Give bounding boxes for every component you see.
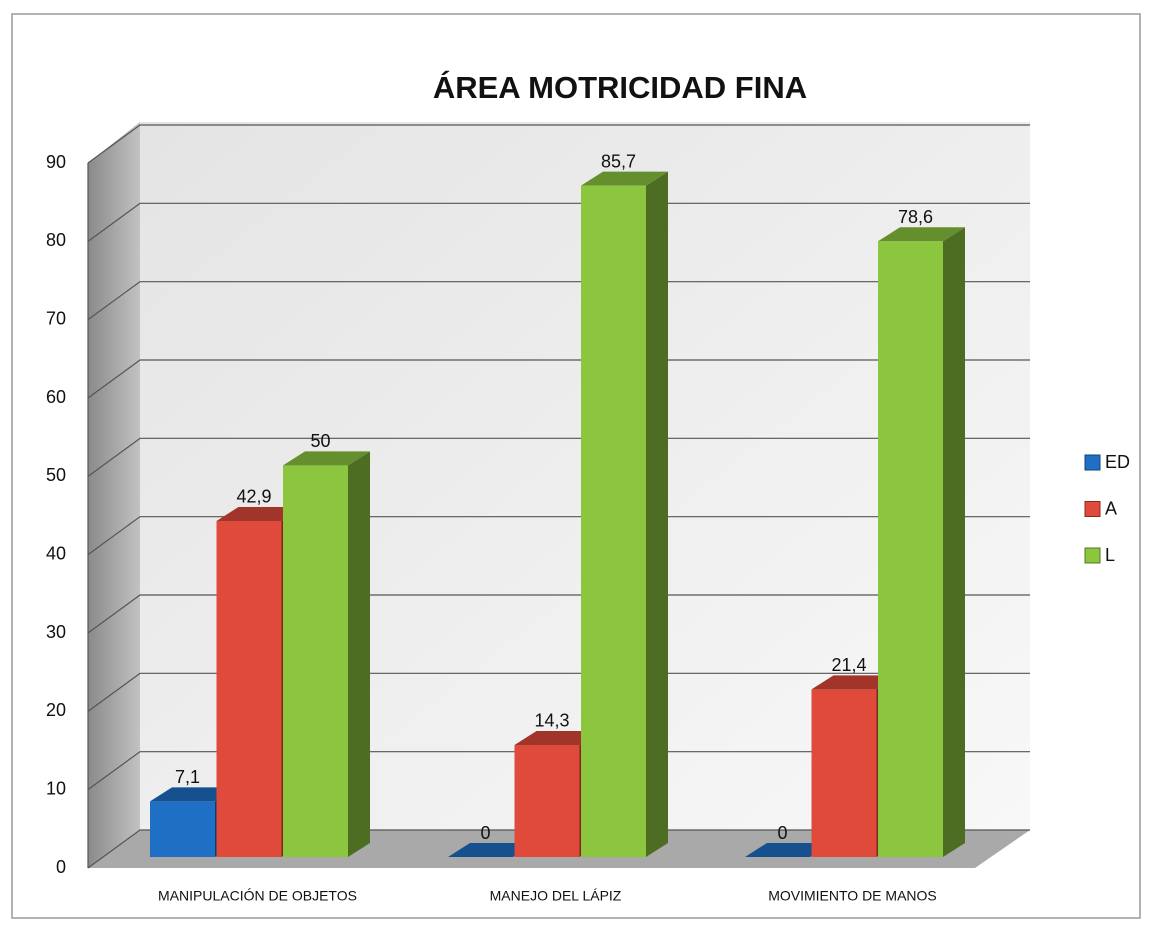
y-tick-label: 10 <box>46 778 66 798</box>
bar <box>878 241 943 858</box>
bar-top <box>448 843 535 857</box>
bar-top <box>745 843 832 857</box>
y-tick-label: 90 <box>46 152 66 172</box>
x-tick-label: MANEJO DEL LÁPIZ <box>490 888 622 904</box>
y-tick-label: 60 <box>46 387 66 407</box>
grid-line <box>87 516 1030 556</box>
legend-swatch <box>1084 501 1101 517</box>
legend-label: L <box>1105 545 1115 565</box>
chart-title: ÁREA MOTRICIDAD FINA <box>433 70 807 105</box>
bar <box>581 185 646 857</box>
grid-line <box>87 359 1030 399</box>
grid-line <box>87 594 1030 634</box>
bar-side <box>348 451 370 857</box>
data-label: 50 <box>310 431 330 451</box>
bar <box>150 801 215 857</box>
bar-side <box>943 227 965 858</box>
y-tick-label: 40 <box>46 543 66 563</box>
y-tick-label: 70 <box>46 308 66 328</box>
bar <box>283 465 348 857</box>
grid-line <box>87 829 1030 869</box>
bar <box>811 689 877 857</box>
data-label: 21,4 <box>831 655 866 675</box>
bar-top <box>283 451 370 466</box>
grid-line <box>87 751 1030 791</box>
bar-top <box>150 787 237 802</box>
bar-top <box>514 730 602 745</box>
x-tick-label: MANIPULACIÓN DE OBJETOS <box>158 888 357 904</box>
y-tick-label: 50 <box>46 465 66 485</box>
data-label: 0 <box>777 823 787 843</box>
y-tick-label: 20 <box>46 700 66 720</box>
bar-top <box>216 506 304 521</box>
y-tick-label: 80 <box>46 230 66 250</box>
bar <box>514 744 580 857</box>
data-label: 85,7 <box>601 151 636 171</box>
bar-top <box>581 171 668 186</box>
legend-swatch <box>1084 547 1101 564</box>
frame <box>11 13 1141 919</box>
grid-line <box>87 437 1030 477</box>
data-label: 14,3 <box>534 711 569 731</box>
y-tick-label: 30 <box>46 622 66 642</box>
grid-line <box>87 672 1030 712</box>
legend-label: ED <box>1105 452 1130 472</box>
data-label: 7,1 <box>175 767 200 787</box>
data-label: 0 <box>480 823 490 843</box>
bar-top <box>878 227 965 242</box>
bar-side <box>646 171 668 857</box>
legend-label: A <box>1105 498 1117 518</box>
grid-line <box>87 202 1030 242</box>
bar <box>216 520 282 857</box>
data-label: 78,6 <box>898 207 933 227</box>
data-label: 42,9 <box>236 487 271 507</box>
grid-line <box>87 124 1030 164</box>
side-wall <box>88 122 140 868</box>
y-tick-label: 0 <box>56 857 66 877</box>
x-tick-label: MOVIMIENTO DE MANOS <box>768 888 937 904</box>
legend-swatch <box>1084 454 1101 471</box>
bar-top <box>811 675 899 690</box>
grid-line <box>87 281 1030 321</box>
